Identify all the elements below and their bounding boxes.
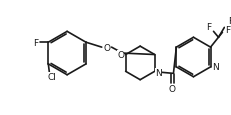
Text: F: F [227,17,231,26]
Text: N: N [211,63,218,72]
Text: O: O [117,51,124,60]
Text: N: N [155,68,161,77]
Text: O: O [168,84,175,93]
Text: F: F [33,38,38,47]
Text: F: F [224,26,229,35]
Text: Cl: Cl [48,73,56,82]
Text: F: F [205,23,210,32]
Text: O: O [103,43,110,52]
